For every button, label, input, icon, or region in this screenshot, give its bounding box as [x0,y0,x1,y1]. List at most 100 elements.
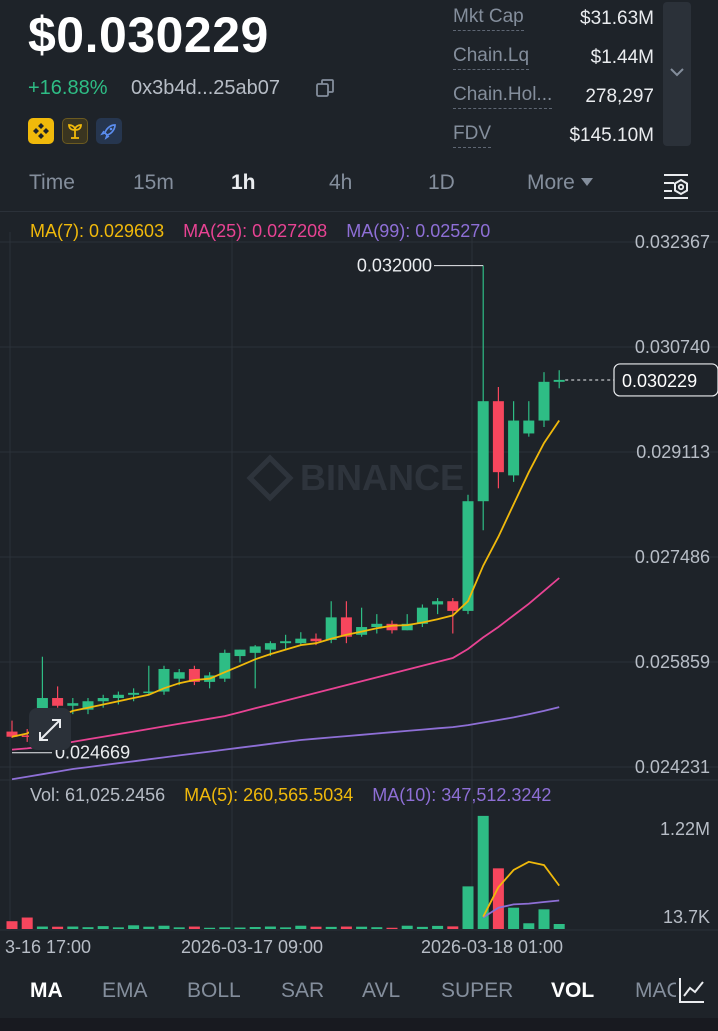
line-chart-icon [679,978,704,1003]
contract-address[interactable]: 0x3b4d...25ab07 [131,77,281,99]
caret-down-icon [580,178,593,186]
volume-bar [112,927,124,929]
price-axis-label: 0.025859 [635,652,710,672]
indicator-settings-button[interactable] [676,974,708,1006]
candlestick-chart[interactable]: BINANCE 0.032367 0.030740 0.029113 0.027486 0… [0,212,718,962]
volume-bar [52,926,64,929]
vol-legend: Vol: 61,025.2456 [30,785,166,805]
indicator-macd[interactable]: MAC [635,979,682,1002]
volume-bar [340,926,352,929]
sprout-icon[interactable] [62,118,88,144]
candle-body [6,731,18,737]
indicator-super[interactable]: SUPER [441,979,514,1002]
tab-more[interactable]: More [527,171,593,195]
watermark-text: BINANCE [300,457,464,498]
candle-body [128,692,140,695]
stat-label[interactable]: FDV [453,123,491,148]
stat-label[interactable]: Chain.Hol... [453,84,553,109]
candle-body [477,401,489,502]
price-axis-label: 0.032367 [635,232,710,252]
candle-body [325,617,337,640]
stat-value: $145.10M [569,125,654,146]
volume-bar [492,868,504,929]
candle-body [386,623,398,631]
candle-body [249,646,261,653]
stat-value: 278,297 [585,86,654,107]
candle-body [158,668,170,692]
volume-legend: Vol: 61,025.2456 MA(5): 260,565.5034 MA(… [30,785,565,806]
stat-label[interactable]: Chain.Lq [453,45,530,70]
candle-body [52,698,64,706]
volume-bar [82,927,94,929]
timeframe-bar: Time 15m 1h 4h 1D More [0,165,718,205]
badge-row [28,118,122,144]
tab-4h[interactable]: 4h [329,171,353,194]
volume-bar [538,909,550,929]
indicator-boll[interactable]: BOLL [187,979,241,1002]
price-axis-label: 0.030740 [635,337,710,357]
candle-body [219,652,231,679]
volume-bar [219,927,231,929]
volume-bar [280,927,292,929]
volume-bar [416,926,428,929]
indicator-vol[interactable]: VOL [551,979,595,1002]
tab-15m[interactable]: 15m [133,171,174,194]
price-change: +16.88% [28,77,108,99]
volume-bar [234,927,246,929]
indicator-bar: MA EMA BOLL SAR AVL SUPER VOL MAC [0,968,718,1016]
chart-settings-icon[interactable] [660,170,692,200]
tab-1d[interactable]: 1D [428,171,455,194]
tab-time[interactable]: Time [29,171,75,194]
candle-body [553,379,565,382]
stat-label[interactable]: Mkt Cap [453,6,524,31]
volume-bar [67,926,79,929]
tab-1h[interactable]: 1h [231,171,256,194]
rocket-icon[interactable] [96,118,122,144]
ma7-line [11,419,560,738]
candle-body [447,601,459,611]
binance-logo-icon [246,454,294,502]
volume-bar [173,927,185,929]
stat-value: $31.63M [580,8,654,29]
volume-bar [523,923,535,929]
low-price-label: 0.024669 [55,743,130,763]
volume-bar [325,926,337,929]
volume-axis-label: 13.7K [663,907,710,927]
candle-body [416,607,428,624]
indicator-sar[interactable]: SAR [281,979,325,1002]
current-price: $0.030229 [28,7,269,63]
tab-more-label: More [527,171,575,194]
indicator-ema[interactable]: EMA [102,979,148,1002]
candle-body [143,691,155,694]
ma25-line [11,577,560,751]
vol-ma5-line [482,860,560,918]
candle-body [508,420,520,476]
indicator-avl[interactable]: AVL [362,979,401,1002]
candle-body [173,672,185,679]
indicator-ma[interactable]: MA [30,979,63,1002]
copy-icon[interactable] [315,78,335,98]
price-axis-label: 0.029113 [636,442,710,462]
volume-bar [371,927,383,929]
candle-body [82,701,94,710]
candle-body [538,381,550,421]
candle-body [21,735,33,737]
volume-bar [310,926,322,929]
high-price-label: 0.032000 [357,256,432,276]
price-axis-label: 0.024231 [635,757,710,777]
expand-stats-button[interactable] [663,2,691,146]
volume-bar [128,925,140,929]
volume-bar [188,926,200,929]
ma99-line [11,706,560,781]
volume-bar [21,917,33,929]
token-header: $0.030229 +16.88% 0x3b4d...25ab07 Mkt Ca… [0,0,718,160]
volume-bar [553,923,565,929]
ma7-legend: MA(7): 0.029603 [30,221,165,241]
vol-ma10-legend: MA(10): 347,512.3242 [372,785,552,805]
vol-ma10-line [482,899,560,919]
bnb-chain-icon[interactable] [28,118,54,144]
volume-bar [447,926,459,929]
candle-body [401,623,413,631]
volume-bar [356,926,368,929]
candle-body [492,401,504,473]
